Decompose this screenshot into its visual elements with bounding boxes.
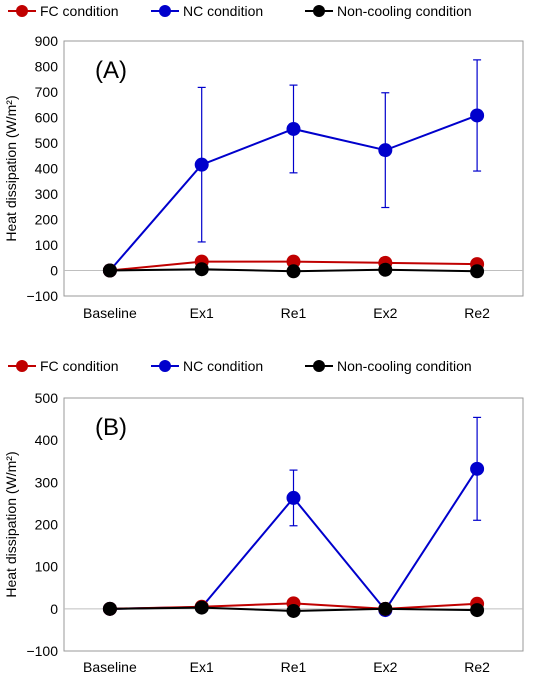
y-tick-label: 900: [35, 33, 59, 49]
data-point: [194, 157, 209, 172]
legend-item: FC condition: [8, 3, 119, 19]
legend-label: FC condition: [40, 358, 119, 374]
legend-marker: [16, 360, 28, 372]
x-tick-label: Baseline: [83, 659, 137, 675]
data-point: [194, 262, 209, 277]
y-tick-label: 300: [35, 186, 59, 202]
y-tick-label: 600: [35, 110, 59, 126]
data-point: [470, 108, 485, 123]
data-point: [470, 603, 485, 618]
legend-marker: [313, 360, 325, 372]
x-tick-label: Ex1: [190, 659, 214, 675]
data-point: [286, 264, 301, 279]
legend: FC condition NC condition Non-cooling cond…: [8, 358, 472, 374]
x-tick-label: Ex2: [373, 305, 397, 321]
x-tick-label: Re1: [281, 659, 307, 675]
y-tick-label: 200: [35, 212, 59, 228]
data-point: [194, 600, 209, 615]
y-tick-label: 100: [35, 237, 59, 253]
y-tick-label: 300: [35, 474, 59, 490]
legend-label: Non-cooling condition: [337, 358, 472, 374]
panel-label: (A): [95, 57, 127, 84]
legend-item: NC condition: [151, 358, 263, 374]
data-point: [286, 254, 301, 269]
y-tick-label: 700: [35, 84, 59, 100]
legend-label: FC condition: [40, 3, 119, 19]
series-nc-condition: [102, 416, 485, 618]
legend: FC condition NC condition Non-cooling cond…: [8, 3, 472, 19]
y-tick-label: 200: [35, 517, 59, 533]
legend-marker: [159, 5, 171, 17]
legend-marker: [159, 360, 171, 372]
series-non-cooling-condition: [102, 600, 485, 618]
legend-label: NC condition: [183, 358, 263, 374]
y-tick-label: −100: [26, 643, 58, 659]
data-point: [378, 262, 393, 277]
y-tick-label: 500: [35, 390, 59, 406]
x-tick-label: Re2: [464, 305, 490, 321]
x-tick-label: Re1: [281, 305, 307, 321]
data-point: [102, 601, 117, 616]
plot-area: [63, 397, 524, 652]
y-tick-label: 800: [35, 59, 59, 75]
data-point: [378, 143, 393, 158]
y-tick-label: 0: [50, 263, 58, 279]
y-tick-label: −100: [26, 288, 58, 304]
data-point: [286, 490, 301, 505]
x-tick-label: Ex1: [190, 305, 214, 321]
chart-panel-1: −100 0 100 200 300 400 500 600 700 800 900 Baseline…: [3, 3, 524, 321]
y-tick-label: 0: [50, 601, 58, 617]
legend-marker: [313, 5, 325, 17]
legend-item: FC condition: [8, 358, 119, 374]
legend-item: Non-cooling condition: [305, 3, 472, 19]
y-axis-title: Heat dissipation (W/m²): [3, 95, 19, 241]
legend-marker: [16, 5, 28, 17]
x-tick-label: Re2: [464, 659, 490, 675]
legend-item: NC condition: [151, 3, 263, 19]
data-point: [286, 603, 301, 618]
series-nc-condition: [102, 59, 485, 278]
data-point: [378, 601, 393, 616]
panel-label: (B): [95, 414, 127, 441]
legend-label: Non-cooling condition: [337, 3, 472, 19]
y-tick-label: 400: [35, 161, 59, 177]
y-tick-label: 400: [35, 432, 59, 448]
legend-item: Non-cooling condition: [305, 358, 472, 374]
y-axis-title: Heat dissipation (W/m²): [3, 451, 19, 597]
y-tick-label: 100: [35, 559, 59, 575]
plot-area: [63, 40, 524, 297]
data-point: [470, 264, 485, 279]
y-tick-label: 500: [35, 135, 59, 151]
legend-label: NC condition: [183, 3, 263, 19]
x-tick-label: Ex2: [373, 659, 397, 675]
chart-panel-2: −100 0 100 200 300 400 500 Baseline Ex1 Re1 Ex2 Re2…: [3, 358, 524, 675]
series-non-cooling-condition: [102, 262, 485, 279]
data-point: [286, 121, 301, 136]
data-point: [470, 461, 485, 476]
x-tick-label: Baseline: [83, 305, 137, 321]
data-point: [102, 263, 117, 278]
